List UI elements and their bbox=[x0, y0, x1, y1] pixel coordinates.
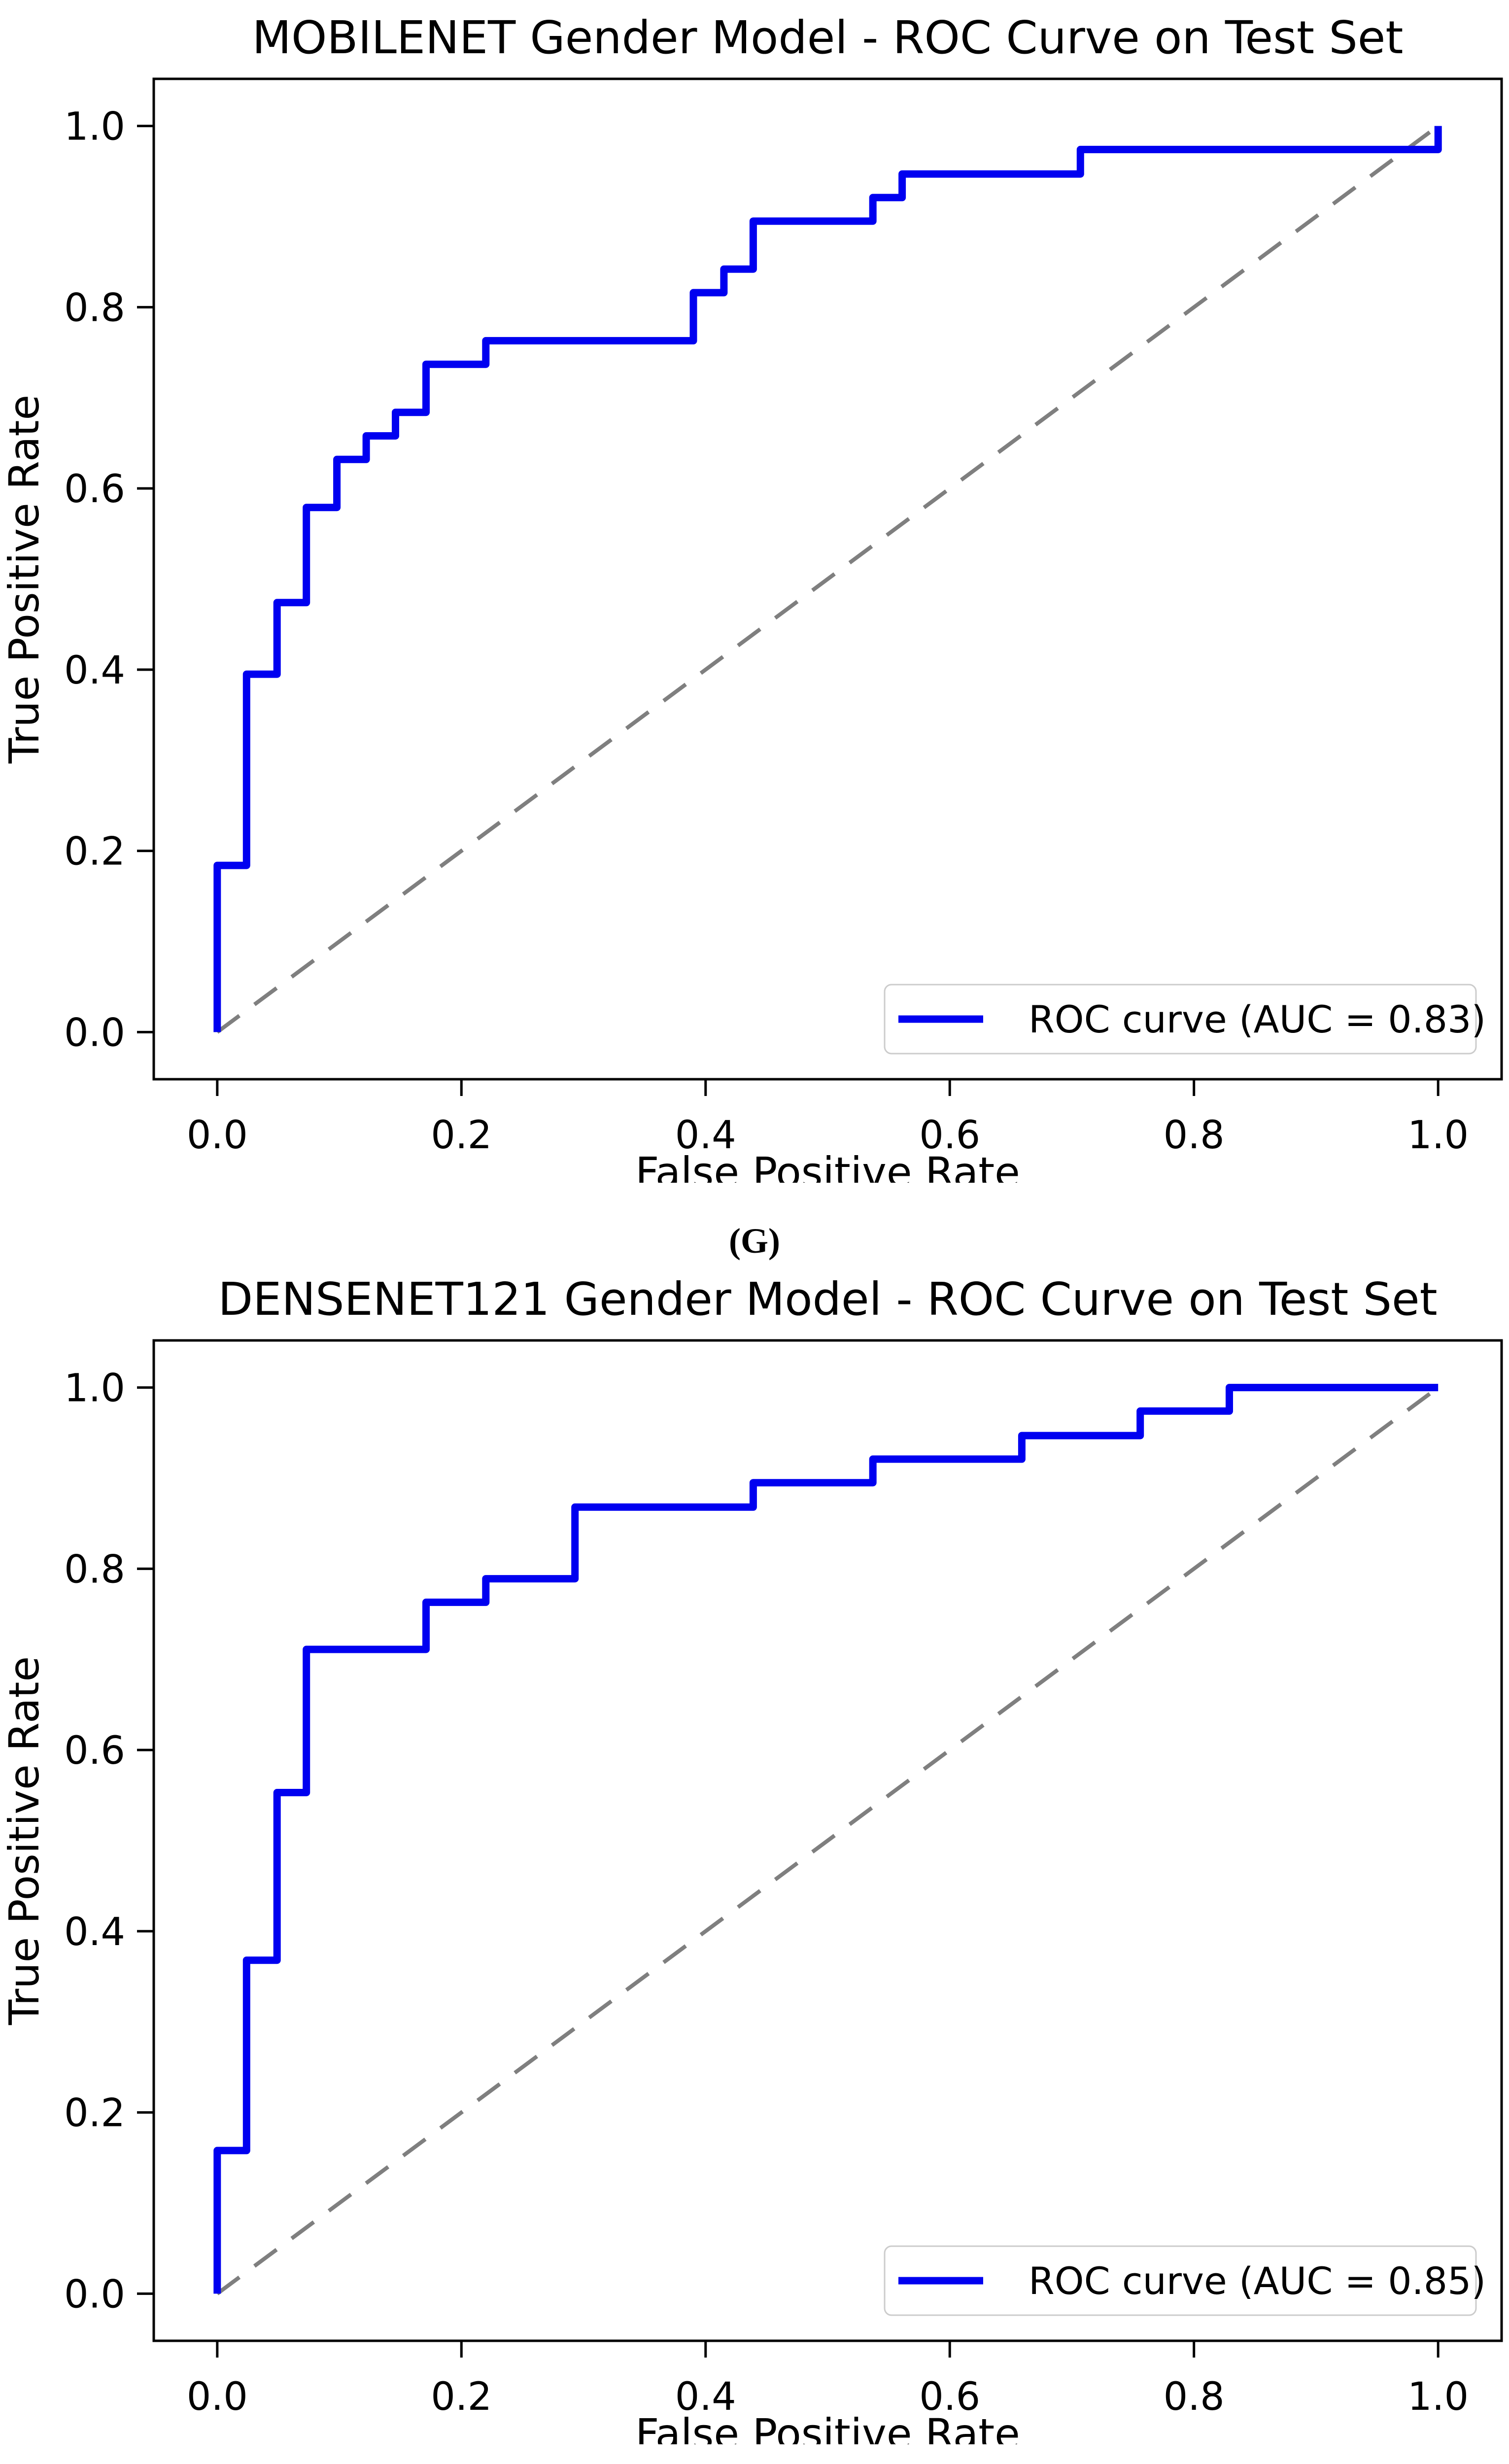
x-tick-label: 1.0 bbox=[1407, 1113, 1469, 1158]
y-axis-label: True Positive Rate bbox=[0, 1656, 48, 2025]
legend-label: ROC curve (AUC = 0.83) bbox=[1029, 997, 1486, 1041]
x-tick-label: 0.0 bbox=[187, 1113, 248, 1158]
x-tick-label: 0.2 bbox=[431, 1113, 492, 1158]
y-tick-label: 0.8 bbox=[64, 286, 125, 330]
x-tick-label: 0.4 bbox=[675, 1113, 736, 1158]
x-axis-label: False Positive Rate bbox=[635, 1148, 1020, 1183]
y-tick-label: 1.0 bbox=[64, 1367, 125, 1411]
chart-mobilenet-roc: MOBILENET Gender Model - ROC Curve on Te… bbox=[0, 11, 1503, 1183]
y-tick-label: 0.4 bbox=[64, 1910, 125, 1954]
x-tick-label: 0.8 bbox=[1164, 2375, 1225, 2419]
caption-h: (H) bbox=[0, 2458, 1509, 2464]
caption-g: (G) bbox=[729, 1221, 780, 1261]
x-tick-label: 0.4 bbox=[675, 2375, 736, 2419]
x-tick-label: 0.2 bbox=[431, 2375, 492, 2419]
y-tick-label: 1.0 bbox=[64, 105, 125, 149]
legend-label: ROC curve (AUC = 0.85) bbox=[1029, 2259, 1486, 2303]
legend-box bbox=[884, 2245, 1477, 2316]
plot-border bbox=[152, 77, 1503, 1081]
x-tick-label: 0.6 bbox=[919, 2375, 980, 2419]
chart-title: MOBILENET Gender Model - ROC Curve on Te… bbox=[252, 11, 1404, 64]
x-tick-label: 0.0 bbox=[187, 2375, 248, 2419]
diagonal-reference-line bbox=[216, 124, 1440, 1034]
y-tick-label: 0.6 bbox=[64, 467, 125, 512]
diagonal-reference-line bbox=[216, 1386, 1440, 2295]
y-tick-label: 0.4 bbox=[64, 649, 125, 693]
roc-curve-line bbox=[213, 1384, 1439, 2294]
roc-curve-line bbox=[213, 126, 1442, 1032]
y-axis-label: True Positive Rate bbox=[0, 395, 48, 764]
chart-title: DENSENET121 Gender Model - ROC Curve on … bbox=[218, 1273, 1437, 1326]
x-tick-label: 0.8 bbox=[1164, 1113, 1225, 1158]
plot-border bbox=[152, 1339, 1503, 2342]
y-tick-label: 0.8 bbox=[64, 1547, 125, 1592]
y-tick-label: 0.6 bbox=[64, 1729, 125, 1773]
x-tick-label: 1.0 bbox=[1407, 2375, 1469, 2419]
y-tick-label: 0.2 bbox=[64, 2091, 125, 2136]
y-tick-label: 0.0 bbox=[64, 2272, 125, 2317]
chart-densenet-roc: DENSENET121 Gender Model - ROC Curve on … bbox=[0, 1273, 1503, 2444]
y-tick-label: 0.2 bbox=[64, 830, 125, 874]
legend-box bbox=[884, 984, 1477, 1055]
y-tick-label: 0.0 bbox=[64, 1011, 125, 1055]
x-tick-label: 0.6 bbox=[919, 1113, 980, 1158]
x-axis-label: False Positive Rate bbox=[635, 2410, 1020, 2444]
